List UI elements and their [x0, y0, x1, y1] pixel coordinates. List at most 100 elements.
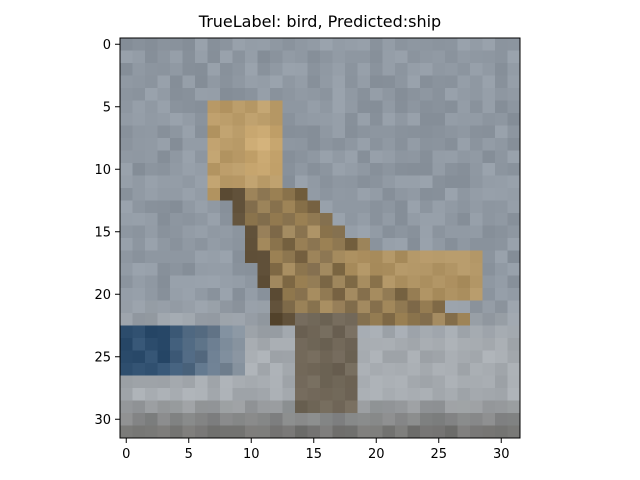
pixel: [145, 225, 158, 239]
pixel: [320, 413, 333, 426]
pixel: [307, 313, 321, 326]
pixel: [407, 388, 421, 401]
pixel: [145, 375, 158, 389]
pixel: [282, 263, 296, 276]
pixel: [495, 38, 508, 51]
pixel: [145, 113, 158, 126]
pixel: [420, 325, 433, 339]
pixel: [345, 63, 358, 76]
pixel: [195, 125, 208, 139]
pixel: [407, 338, 421, 351]
pixel: [120, 75, 133, 89]
pixel: [507, 88, 521, 101]
pixel: [345, 113, 358, 126]
pixel: [220, 363, 233, 376]
pixel: [445, 238, 458, 251]
pixel: [470, 400, 483, 414]
pixel: [395, 400, 408, 414]
pixel: [157, 63, 171, 76]
pixel: [170, 75, 183, 89]
pixel: [370, 113, 383, 126]
pixel: [220, 163, 233, 176]
pixel: [320, 300, 333, 314]
pixel: [182, 238, 196, 251]
pixel: [245, 50, 258, 64]
pixel: [420, 163, 433, 176]
pixel: [332, 250, 346, 264]
pixel: [257, 250, 271, 264]
pixel: [457, 250, 471, 264]
pixel: [332, 38, 346, 51]
pixel: [307, 275, 321, 289]
pixel: [145, 350, 158, 364]
pixel: [232, 175, 246, 189]
pixel: [470, 313, 483, 326]
pixel: [295, 400, 308, 414]
pixel: [420, 300, 433, 314]
pixel: [470, 425, 483, 439]
pixel: [145, 100, 158, 114]
pixel: [395, 313, 408, 326]
pixel: [245, 275, 258, 289]
pixel: [457, 325, 471, 339]
pixel: [457, 175, 471, 189]
pixel: [420, 150, 433, 164]
pixel: [407, 238, 421, 251]
pixel: [157, 350, 171, 364]
pixel: [332, 125, 346, 139]
pixel: [120, 163, 133, 176]
pixel: [445, 313, 458, 326]
pixel: [470, 375, 483, 389]
pixel: [482, 363, 496, 376]
pixel: [345, 188, 358, 201]
pixel: [170, 113, 183, 126]
pixel: [182, 275, 196, 289]
pixel: [457, 350, 471, 364]
pixel: [407, 163, 421, 176]
pixel: [482, 50, 496, 64]
pixel: [332, 175, 346, 189]
pixel: [207, 250, 221, 264]
pixel: [232, 388, 246, 401]
pixel: [270, 113, 283, 126]
pixel: [445, 150, 458, 164]
pixel: [170, 138, 183, 151]
pixel: [357, 38, 371, 51]
pixel: [507, 138, 521, 151]
pixel: [207, 325, 221, 339]
pixel: [457, 125, 471, 139]
pixel: [382, 75, 396, 89]
pixel: [332, 100, 346, 114]
pixel: [495, 88, 508, 101]
pixel: [432, 413, 446, 426]
pixel: [370, 150, 383, 164]
pixel: [345, 125, 358, 139]
pixel: [257, 150, 271, 164]
pixel: [420, 375, 433, 389]
pixel: [120, 375, 133, 389]
pixel: [120, 138, 133, 151]
pixel: [182, 250, 196, 264]
pixel: [495, 188, 508, 201]
pixel: [445, 113, 458, 126]
pixel: [370, 413, 383, 426]
pixel: [157, 163, 171, 176]
pixel: [120, 225, 133, 239]
pixel: [282, 175, 296, 189]
pixel: [470, 75, 483, 89]
pixel: [407, 225, 421, 239]
pixel: [145, 125, 158, 139]
pixel: [295, 75, 308, 89]
pixel: [320, 88, 333, 101]
pixel: [132, 163, 146, 176]
pixel: [307, 100, 321, 114]
pixel: [282, 375, 296, 389]
pixel: [507, 63, 521, 76]
pixel: [132, 75, 146, 89]
pixel: [220, 413, 233, 426]
pixel: [120, 88, 133, 101]
pixel: [157, 338, 171, 351]
pixel: [307, 300, 321, 314]
pixel: [395, 50, 408, 64]
pixel: [507, 300, 521, 314]
